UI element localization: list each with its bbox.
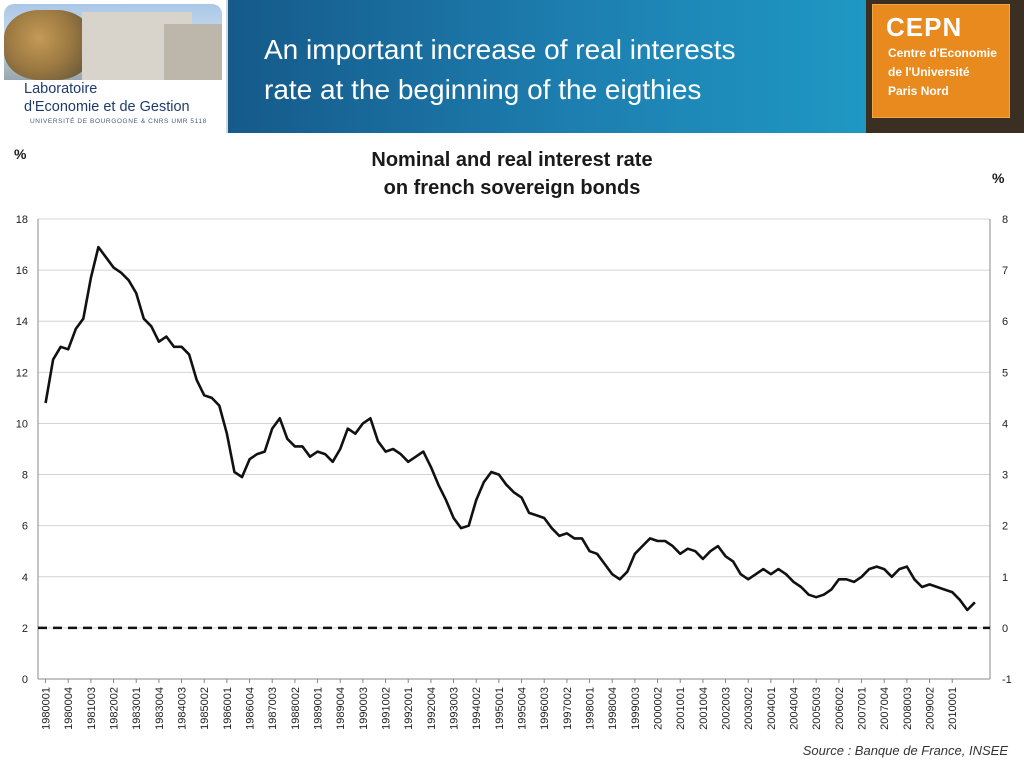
x-tick-label: 1990003	[358, 687, 370, 730]
y-tick-left: 18	[16, 214, 28, 226]
y-tick-left: 4	[22, 572, 28, 584]
cepn-name: CEPN	[886, 12, 963, 42]
cepn-line1: Centre d'Economie	[888, 46, 997, 60]
slide-title-line2: rate at the beginning of the eigthies	[264, 74, 702, 105]
x-tick-label: 1986004	[245, 687, 257, 730]
x-tick-label: 1983001	[131, 687, 143, 730]
x-tick-label: 1997002	[562, 687, 574, 730]
x-tick-label: 2001001	[675, 687, 687, 730]
x-tick-label: 1992004	[426, 687, 438, 730]
y-tick-right: 0	[1002, 623, 1008, 635]
lab-logo	[0, 0, 228, 133]
y-tick-left: 12	[16, 367, 28, 379]
y-tick-right: 7	[1002, 265, 1008, 277]
x-tick-label: 1998004	[607, 687, 619, 730]
left-axis-unit: %	[14, 146, 27, 162]
x-tick-label: 1985002	[199, 687, 211, 730]
x-tick-label: 2004001	[766, 687, 778, 730]
x-tick-label: 2003002	[743, 687, 755, 730]
x-tick-label: 2000002	[653, 687, 665, 730]
x-tick-label: 2009002	[925, 687, 937, 730]
x-tick-label: 1980001	[41, 687, 53, 730]
y-tick-right: -1	[1002, 674, 1012, 686]
y-tick-left: 6	[22, 521, 28, 533]
x-tick-label: 1998001	[585, 687, 597, 730]
y-tick-left: 14	[16, 316, 28, 328]
x-tick-label: 1996003	[539, 687, 551, 730]
x-tick-label: 1994002	[471, 687, 483, 730]
y-tick-right: 8	[1002, 214, 1008, 226]
x-tick-label: 2007001	[857, 687, 869, 730]
x-tick-label: 1999003	[630, 687, 642, 730]
chart-title-line1: Nominal and real interest rate	[371, 149, 653, 171]
y-tick-right: 4	[1002, 418, 1008, 430]
x-tick-label: 2008003	[902, 687, 914, 730]
y-tick-left: 2	[22, 623, 28, 635]
y-tick-left: 16	[16, 265, 28, 277]
x-tick-label: 1981003	[86, 687, 98, 730]
x-tick-label: 1980004	[63, 687, 75, 730]
x-tick-label: 2002003	[721, 687, 733, 730]
chart-title-line2: on french sovereign bonds	[383, 177, 641, 199]
lab-name-line1: Laboratoire	[24, 81, 98, 97]
chart-title: Nominal and real interest rate on french…	[260, 146, 764, 202]
x-tick-label: 1986001	[222, 687, 234, 730]
y-tick-right: 1	[1002, 572, 1008, 584]
y-tick-right: 2	[1002, 521, 1008, 533]
nominal-rate-line	[44, 245, 976, 612]
source-note: Source : Banque de France, INSEE	[802, 743, 1008, 758]
slide-title: An important increase of real interests …	[264, 30, 844, 110]
cepn-logo	[872, 4, 1010, 118]
x-tick-label: 2010001	[947, 687, 959, 730]
slide-title-line1: An important increase of real interests	[264, 34, 736, 65]
y-tick-right: 6	[1002, 316, 1008, 328]
x-tick-label: 1982002	[109, 687, 121, 730]
x-tick-label: 1992001	[403, 687, 415, 730]
building-photo	[4, 4, 222, 80]
x-tick-label: 2004004	[789, 687, 801, 730]
x-tick-label: 1983004	[154, 687, 166, 730]
x-tick-label: 1995004	[517, 687, 529, 730]
x-tick-label: 1987003	[267, 687, 279, 730]
right-axis-unit: %	[992, 170, 1005, 186]
x-tick-label: 1988002	[290, 687, 302, 730]
lab-subline: UNIVERSITÉ DE BOURGOGNE & CNRS UMR 5118	[30, 118, 207, 125]
y-tick-left: 8	[22, 470, 28, 482]
cepn-line2: de l'Université	[888, 65, 970, 79]
y-tick-right: 3	[1002, 470, 1008, 482]
x-tick-label: 1989004	[335, 687, 347, 730]
lab-name-line2: d'Economie et de Gestion	[24, 99, 190, 115]
x-tick-label: 2006002	[834, 687, 846, 730]
y-tick-left: 0	[22, 674, 28, 686]
x-tick-label: 1984003	[177, 687, 189, 730]
x-tick-label: 2007004	[879, 687, 891, 730]
x-tick-label: 2001004	[698, 687, 710, 730]
header-banner-gradient	[228, 0, 866, 133]
x-tick-label: 1993003	[449, 687, 461, 730]
x-tick-label: 1995001	[494, 687, 506, 730]
x-tick-label: 1991002	[381, 687, 393, 730]
cepn-line3: Paris Nord	[888, 84, 949, 98]
x-tick-label: 1989001	[313, 687, 325, 730]
y-tick-left: 10	[16, 418, 28, 430]
x-tick-label: 2005003	[811, 687, 823, 730]
y-tick-right: 5	[1002, 367, 1008, 379]
